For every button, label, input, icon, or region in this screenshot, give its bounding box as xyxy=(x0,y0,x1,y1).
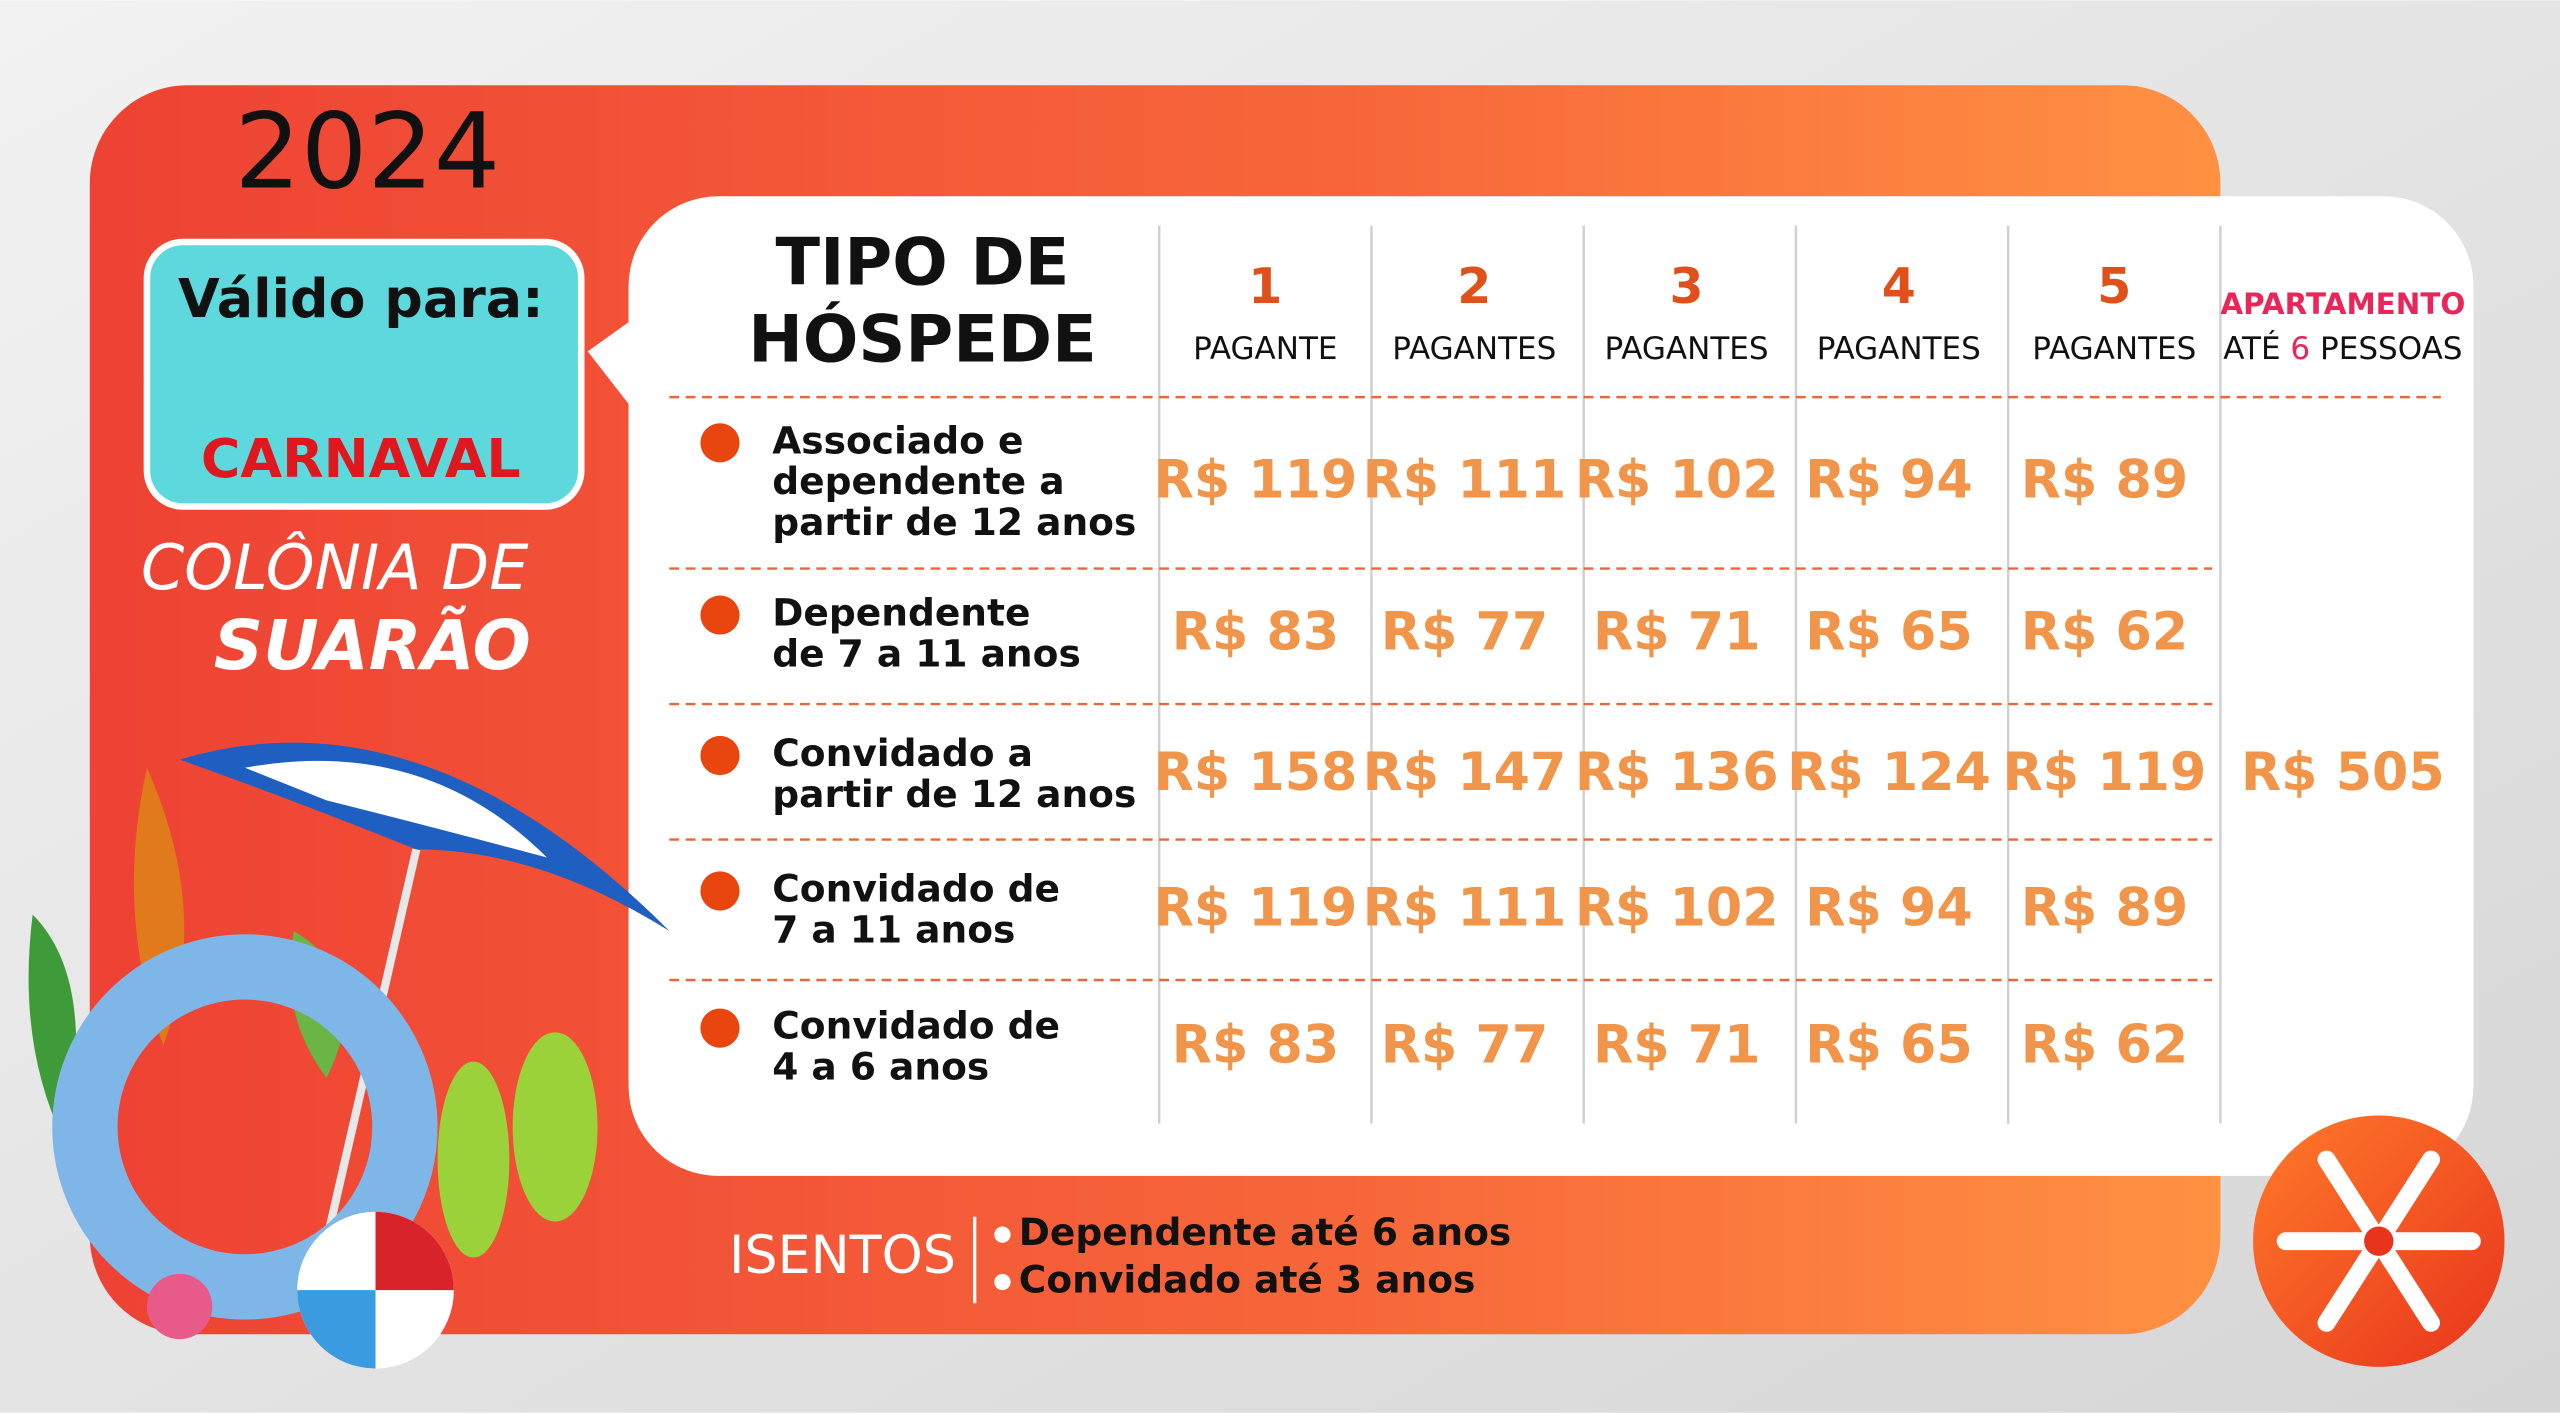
price: R$ 65 xyxy=(1805,1016,1972,1076)
column-number: 3 xyxy=(1669,258,1703,315)
price: R$ 102 xyxy=(1575,451,1779,511)
guest-type: Convidado de xyxy=(772,866,1060,910)
apartment-capacity-part: 6 xyxy=(2290,331,2310,367)
price: R$ 71 xyxy=(1593,1016,1760,1076)
apartment-label: APARTAMENTO xyxy=(2220,287,2465,321)
price: R$ 158 xyxy=(1154,743,1358,803)
price: R$ 111 xyxy=(1363,878,1567,938)
exempt-bullet xyxy=(994,1273,1011,1291)
valid-value: CARNAVAL xyxy=(201,427,521,490)
price: R$ 119 xyxy=(2003,743,2207,803)
price: R$ 102 xyxy=(1575,878,1779,938)
price: R$ 124 xyxy=(1787,743,1991,803)
apartment-capacity-part: PESSOAS xyxy=(2320,331,2462,367)
logo xyxy=(2253,1115,2505,1367)
exempt-item: Convidado até 3 anos xyxy=(1019,1258,1476,1302)
guest-type: Dependente xyxy=(772,591,1030,635)
price: R$ 94 xyxy=(1805,451,1972,511)
price: R$ 62 xyxy=(2021,602,2188,662)
header-title: TIPO DE xyxy=(776,225,1070,301)
valid-box xyxy=(143,238,585,510)
column-label: PAGANTES xyxy=(1392,331,1556,367)
column-number: 5 xyxy=(2097,258,2131,315)
price: R$ 119 xyxy=(1154,451,1358,511)
price: R$ 119 xyxy=(1154,878,1358,938)
price: R$ 94 xyxy=(1805,878,1972,938)
valid-label: Válido para: xyxy=(178,267,544,330)
price: R$ 62 xyxy=(2021,1016,2188,1076)
exempt-item: Dependente até 6 anos xyxy=(1019,1210,1512,1254)
price: R$ 89 xyxy=(2021,878,2188,938)
exempt-bullet xyxy=(994,1226,1011,1243)
guest-type: de 7 a 11 anos xyxy=(772,631,1081,675)
apartment-capacity: ATÉ 6 PESSOAS xyxy=(2223,329,2462,367)
price: R$ 83 xyxy=(1172,1016,1339,1076)
column-label: PAGANTES xyxy=(1817,331,1981,367)
year: 2024 xyxy=(234,91,500,213)
price: R$ 65 xyxy=(1805,602,1972,662)
column-number: 4 xyxy=(1882,258,1916,315)
apartment-price: R$ 505 xyxy=(2241,743,2445,803)
guest-type: Associado e xyxy=(772,418,1023,462)
guest-type: Convidado a xyxy=(772,731,1033,775)
table-card xyxy=(628,196,2474,1176)
guest-type: 4 a 6 anos xyxy=(772,1044,989,1088)
price: R$ 83 xyxy=(1172,602,1339,662)
exempt-label: ISENTOS xyxy=(729,1226,956,1286)
beach-decoration xyxy=(28,742,670,1369)
price: R$ 147 xyxy=(1363,743,1567,803)
guest-type: partir de 12 anos xyxy=(772,772,1136,816)
header-title: HÓSPEDE xyxy=(748,300,1096,377)
price: R$ 89 xyxy=(2021,451,2188,511)
price: R$ 77 xyxy=(1381,602,1548,662)
guest-type: dependente a xyxy=(772,459,1064,503)
brand-line2: SUARÃO xyxy=(214,605,531,686)
apartment-capacity-part: ATÉ xyxy=(2223,329,2280,367)
column-number: 2 xyxy=(1457,258,1491,315)
row-bullet xyxy=(700,871,740,911)
row-bullet xyxy=(700,735,740,776)
column-number: 1 xyxy=(1248,258,1282,315)
column-label: PAGANTES xyxy=(2032,331,2196,367)
row-bullet xyxy=(700,1008,740,1048)
row-bullet xyxy=(700,595,740,635)
column-label: PAGANTE xyxy=(1193,331,1337,367)
guest-type: 7 a 11 anos xyxy=(772,907,1015,951)
brand-line1: COLÔNIA DE xyxy=(141,531,529,604)
guest-type: partir de 12 anos xyxy=(772,500,1136,544)
column-label: PAGANTES xyxy=(1604,331,1768,367)
price: R$ 136 xyxy=(1575,743,1779,803)
price: R$ 111 xyxy=(1363,451,1567,511)
guest-type: Convidado de xyxy=(772,1004,1060,1048)
price: R$ 77 xyxy=(1381,1016,1548,1076)
row-bullet xyxy=(700,423,740,463)
price: R$ 71 xyxy=(1593,602,1760,662)
